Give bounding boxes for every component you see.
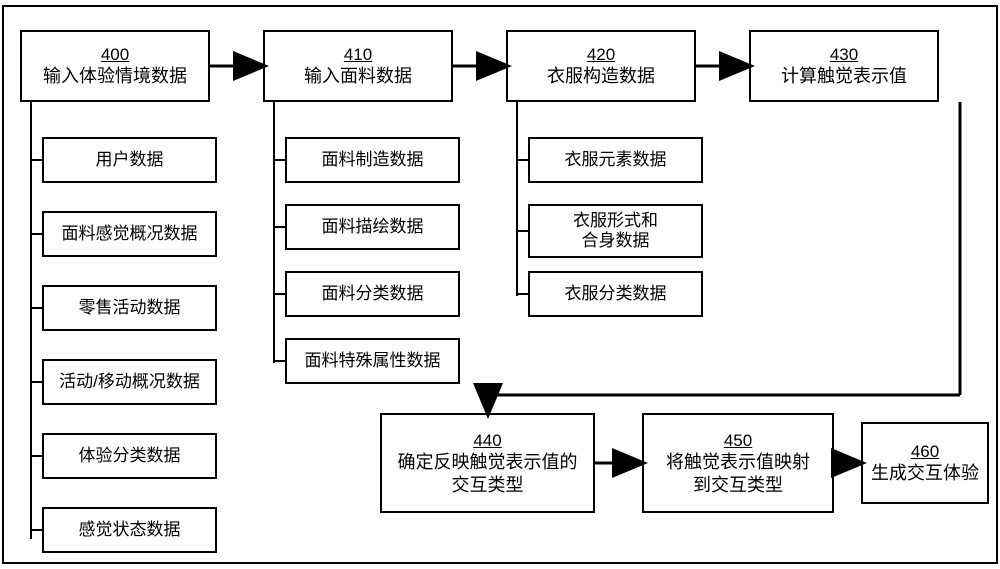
diagram-canvas: 400输入体验情境数据410输入面料数据420衣服构造数据430计算触觉表示值4… bbox=[0, 0, 1000, 569]
arrows-layer bbox=[0, 0, 1000, 569]
